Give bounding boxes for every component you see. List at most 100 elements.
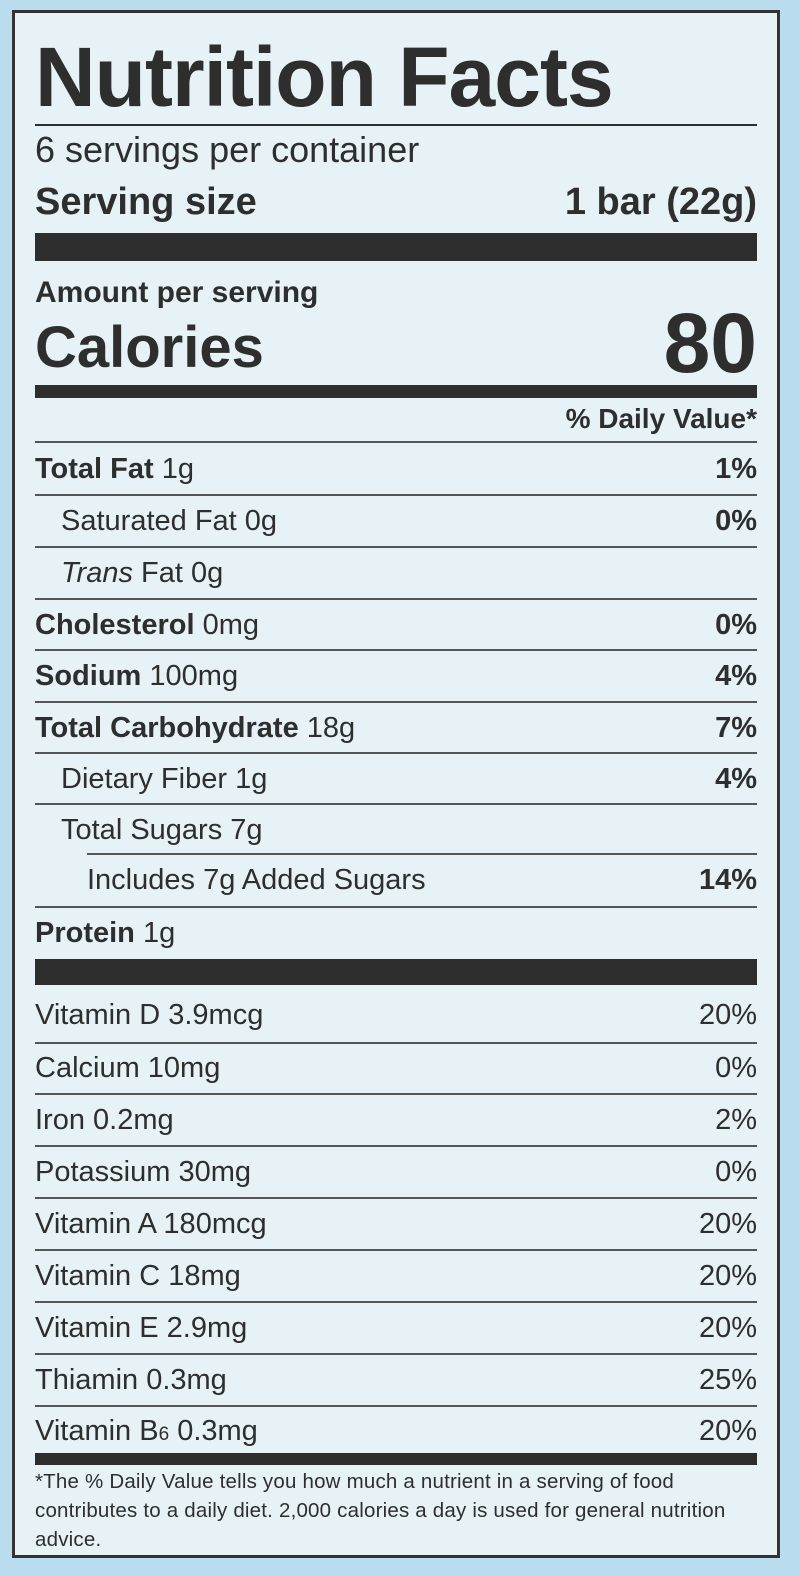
nutrient-dv: 0% bbox=[715, 609, 757, 641]
vitamin-row: Potassium 30mg 0% bbox=[35, 1147, 757, 1197]
nutrient-dv: 4% bbox=[715, 660, 757, 692]
vitamin-dv: 20% bbox=[698, 1260, 757, 1292]
vitamin-row: Calcium 10mg 0% bbox=[35, 1043, 757, 1093]
nutrient-dv: 4% bbox=[715, 763, 757, 795]
vitamin-row: Vitamin B6 0.3mg 20% bbox=[35, 1406, 757, 1456]
rule bbox=[35, 649, 757, 651]
vitamin-row: Vitamin E 2.9mg 20% bbox=[35, 1303, 757, 1353]
nutrient-dv: 14% bbox=[698, 864, 757, 896]
vitamin-row: Thiamin 0.3mg 25% bbox=[35, 1355, 757, 1405]
nutrient-row-total-carbohydrate: Total Carbohydrate 18g 7% bbox=[35, 703, 757, 753]
vitamin-text: Calcium 10mg bbox=[35, 1052, 221, 1084]
vitamin-text: Vitamin C 18mg bbox=[35, 1260, 241, 1292]
nutrition-label: Nutrition Facts 6 servings per container… bbox=[12, 10, 780, 1558]
rule bbox=[35, 1301, 757, 1303]
nutrient-row-sodium: Sodium 100mg 4% bbox=[35, 651, 757, 701]
serving-size-label: Serving size bbox=[35, 181, 257, 223]
footnote: *The % Daily Value tells you how much a … bbox=[35, 1470, 726, 1551]
nutrient-dv: 1% bbox=[715, 453, 757, 485]
vitamin-dv: 0% bbox=[715, 1052, 757, 1084]
rule bbox=[35, 701, 757, 703]
vitamin-text: Iron 0.2mg bbox=[35, 1104, 174, 1136]
nutrient-row-total-fat: Total Fat 1g 1% bbox=[35, 444, 757, 494]
rule bbox=[35, 494, 757, 496]
vitamin-row: Vitamin A 180mcg 20% bbox=[35, 1199, 757, 1249]
rule bbox=[35, 1042, 757, 1044]
title-divider bbox=[35, 124, 757, 126]
nutrient-name: Total Carbohydrate bbox=[35, 712, 299, 744]
nutrient-amount: 7g bbox=[230, 814, 263, 846]
rule bbox=[35, 1405, 757, 1407]
rule bbox=[35, 906, 757, 908]
nutrient-amount: 0g bbox=[244, 505, 278, 537]
vitamin-text-suffix: 0.3mg bbox=[169, 1415, 258, 1447]
nutrient-name: Total Fat bbox=[35, 453, 154, 485]
nutrient-name: Sodium bbox=[35, 660, 142, 692]
nutrient-amount: Fat 0g bbox=[141, 557, 224, 589]
nutrient-row-saturated-fat: Saturated Fat 0g 0% bbox=[61, 496, 757, 546]
vitamin-text-prefix: Vitamin B bbox=[35, 1415, 159, 1447]
calories-divider bbox=[35, 385, 757, 398]
serving-size-row: Serving size 1 bar (22g) bbox=[35, 179, 757, 225]
nutrient-name: Cholesterol bbox=[35, 609, 195, 641]
rule bbox=[35, 1145, 757, 1147]
vitamin-text: Vitamin B6 0.3mg bbox=[35, 1415, 258, 1447]
rule bbox=[35, 1249, 757, 1251]
vitamin-subscript: 6 bbox=[158, 1424, 170, 1445]
vitamin-row: Vitamin C 18mg 20% bbox=[35, 1251, 757, 1301]
vitamin-text: Vitamin A 180mcg bbox=[35, 1208, 267, 1240]
nutrient-row-added-sugars: Includes 7g Added Sugars 14% bbox=[87, 855, 757, 905]
thick-divider-top bbox=[35, 233, 757, 261]
vitamin-row: Vitamin D 3.9mcg 20% bbox=[35, 990, 757, 1040]
nutrient-dv: 0% bbox=[715, 505, 757, 537]
nutrient-row-protein: Protein 1g bbox=[35, 908, 757, 958]
nutrient-amount: 0mg bbox=[202, 609, 260, 641]
nutrient-name: Dietary Fiber bbox=[61, 763, 227, 795]
nutrient-name: Total Sugars bbox=[61, 814, 223, 846]
rule bbox=[35, 1353, 757, 1355]
footer-divider bbox=[35, 1453, 757, 1465]
vitamin-dv: 20% bbox=[698, 1312, 757, 1344]
daily-value-header: % Daily Value* bbox=[565, 403, 757, 434]
nutrient-name: Saturated Fat bbox=[61, 505, 237, 537]
nutrient-amount: 18g bbox=[306, 712, 356, 744]
vitamin-text: Vitamin E 2.9mg bbox=[35, 1312, 248, 1344]
nutrient-row-trans-fat: Trans Fat 0g bbox=[61, 548, 757, 598]
rule bbox=[35, 1093, 757, 1095]
vitamin-text: Potassium 30mg bbox=[35, 1156, 251, 1188]
rule bbox=[35, 803, 757, 805]
rule bbox=[35, 752, 757, 754]
vitamin-dv: 0% bbox=[715, 1156, 757, 1188]
vitamin-dv: 20% bbox=[698, 999, 757, 1031]
vitamin-dv: 25% bbox=[698, 1364, 757, 1396]
vitamin-row: Iron 0.2mg 2% bbox=[35, 1095, 757, 1145]
servings-per-container: 6 servings per container bbox=[35, 129, 420, 170]
thick-divider-vitamins bbox=[35, 959, 757, 985]
rule bbox=[35, 441, 757, 443]
amount-per-serving: Amount per serving bbox=[35, 276, 319, 309]
calories-label: Calories bbox=[35, 315, 264, 380]
rule bbox=[35, 546, 757, 548]
calories-value: 80 bbox=[663, 296, 757, 390]
vitamin-dv: 20% bbox=[698, 1415, 757, 1447]
nutrient-dv: 7% bbox=[715, 712, 757, 744]
rule bbox=[35, 598, 757, 600]
vitamin-dv: 2% bbox=[715, 1104, 757, 1136]
rule bbox=[87, 853, 757, 855]
nutrient-row-cholesterol: Cholesterol 0mg 0% bbox=[35, 600, 757, 650]
nutrient-amount: 100mg bbox=[149, 660, 239, 692]
nutrient-name: Protein bbox=[35, 917, 135, 949]
nutrient-row-total-sugars: Total Sugars 7g bbox=[61, 805, 757, 855]
vitamin-dv: 20% bbox=[698, 1208, 757, 1240]
nutrient-amount: 1g bbox=[161, 453, 195, 485]
nutrient-name: Includes 7g Added Sugars bbox=[87, 864, 426, 896]
rule bbox=[35, 1197, 757, 1199]
nutrient-name: Trans bbox=[61, 557, 133, 589]
vitamin-text: Vitamin D 3.9mcg bbox=[35, 999, 264, 1031]
label-title: Nutrition Facts bbox=[35, 30, 614, 124]
nutrient-amount: 1g bbox=[235, 763, 268, 795]
vitamin-text: Thiamin 0.3mg bbox=[35, 1364, 227, 1396]
nutrient-amount: 1g bbox=[142, 917, 176, 949]
serving-size-value: 1 bar (22g) bbox=[564, 181, 757, 223]
nutrient-row-dietary-fiber: Dietary Fiber 1g 4% bbox=[61, 754, 757, 804]
